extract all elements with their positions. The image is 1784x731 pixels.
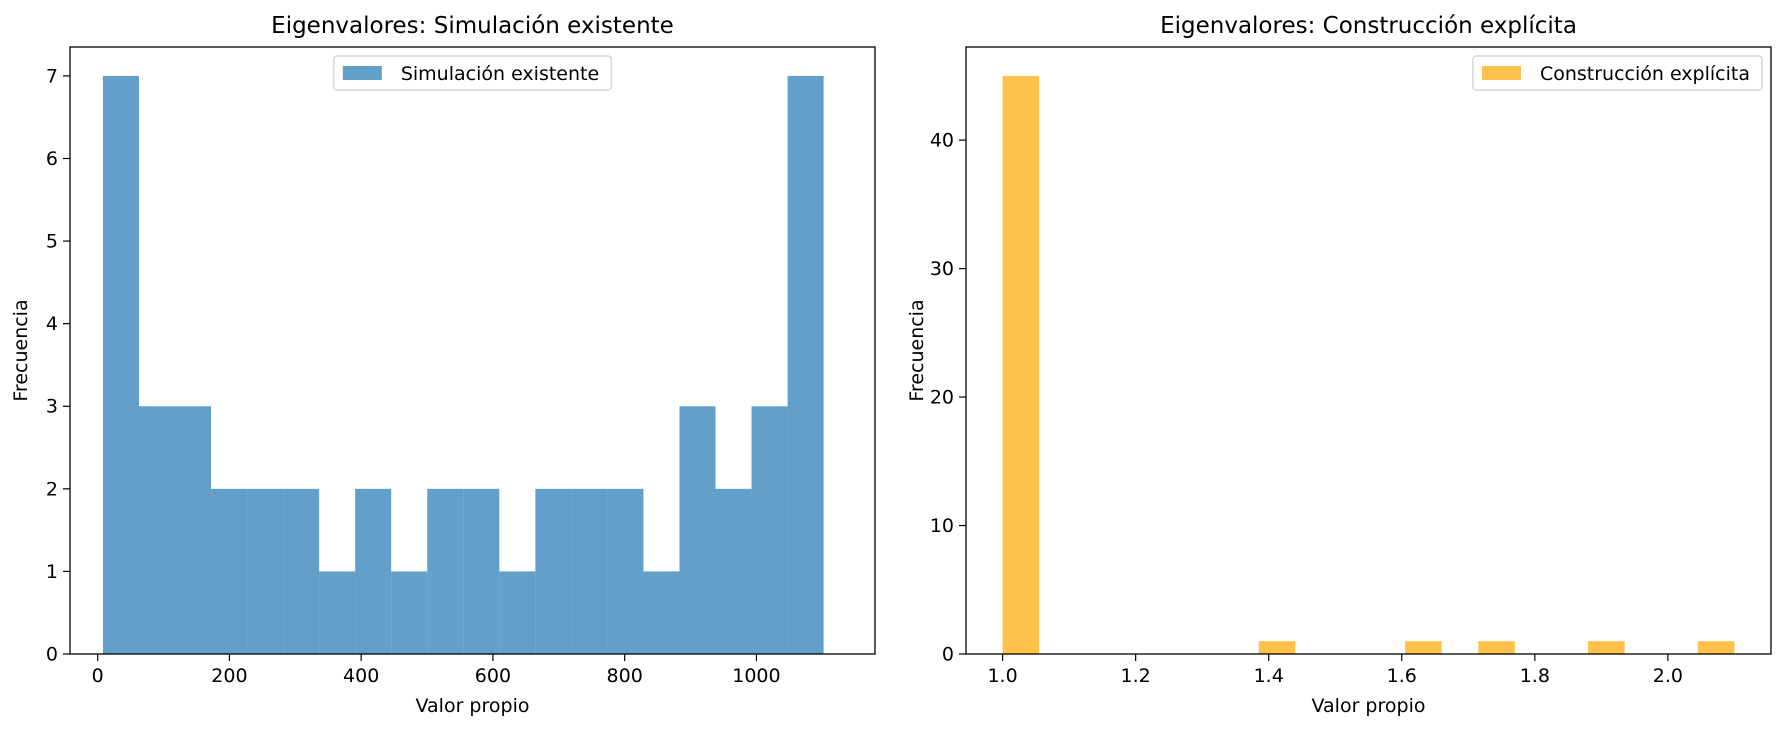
histogram-bar bbox=[787, 75, 824, 654]
histogram-bar bbox=[102, 75, 139, 654]
y-tick-label: 0 bbox=[942, 644, 954, 666]
y-tick-label: 7 bbox=[46, 65, 58, 87]
histogram-bar bbox=[319, 571, 356, 654]
histogram-bar bbox=[427, 488, 464, 654]
histogram-bar bbox=[715, 488, 752, 654]
y-tick-label: 40 bbox=[930, 130, 954, 152]
legend-label: Simulación existente bbox=[401, 63, 599, 85]
legend: Simulación existente bbox=[333, 55, 612, 91]
y-axis-label: Frecuencia bbox=[10, 299, 32, 401]
x-tick-label: 600 bbox=[475, 665, 511, 687]
histogram-bar bbox=[499, 571, 536, 654]
histogram-bar bbox=[211, 488, 248, 654]
x-tick-label: 1.6 bbox=[1387, 665, 1417, 687]
x-tick-label: 1.8 bbox=[1520, 665, 1550, 687]
y-tick-label: 4 bbox=[46, 313, 58, 335]
histogram-bar bbox=[463, 488, 500, 654]
chart-title: Eigenvalores: Construcción explícita bbox=[1160, 13, 1577, 39]
y-tick-label: 5 bbox=[46, 231, 58, 253]
y-tick-label: 20 bbox=[930, 387, 954, 409]
histogram-bar bbox=[1588, 641, 1625, 654]
chart-1: 0 200 400 600 800 1000 0 1 2 3 4 5 6 7 Eigenvalores: S… bbox=[10, 13, 876, 717]
x-tick-label: 800 bbox=[607, 665, 643, 687]
legend-swatch bbox=[342, 66, 382, 80]
histogram-bar bbox=[175, 406, 212, 654]
y-axis-label: Frecuencia bbox=[906, 299, 928, 401]
histogram-bar bbox=[535, 488, 572, 654]
x-axis-label: Valor propio bbox=[416, 695, 530, 717]
histogram-bar bbox=[571, 488, 608, 654]
y-tick-label: 6 bbox=[46, 148, 58, 170]
histogram-bar bbox=[679, 406, 716, 654]
legend: Construcción explícita bbox=[1472, 55, 1763, 91]
histogram-bar bbox=[1697, 641, 1735, 654]
histogram-bar bbox=[138, 406, 176, 654]
y-tick-label: 0 bbox=[46, 644, 58, 666]
histogram-bar bbox=[247, 488, 284, 654]
histogram-bar bbox=[355, 488, 392, 654]
x-tick-label: 1.4 bbox=[1254, 665, 1284, 687]
histogram-bar bbox=[283, 488, 320, 654]
legend-label: Construcción explícita bbox=[1540, 63, 1750, 85]
histogram-bar bbox=[1478, 641, 1515, 654]
y-tick-label: 2 bbox=[46, 478, 58, 500]
x-tick-label: 1.0 bbox=[987, 665, 1017, 687]
x-tick-label: 400 bbox=[343, 665, 379, 687]
x-axis-label: Valor propio bbox=[1312, 695, 1426, 717]
x-tick-label: 0 bbox=[92, 665, 104, 687]
histogram-bar bbox=[391, 571, 428, 654]
histogram-bar bbox=[1002, 75, 1040, 654]
legend-swatch bbox=[1481, 66, 1521, 80]
y-tick-label: 10 bbox=[930, 515, 954, 537]
histogram-bar bbox=[607, 488, 644, 654]
x-tick-label: 1000 bbox=[732, 665, 780, 687]
x-tick-label: 200 bbox=[211, 665, 247, 687]
plot-frame bbox=[965, 46, 1772, 655]
histogram-bar bbox=[1405, 641, 1442, 654]
y-tick-label: 1 bbox=[46, 561, 58, 583]
x-tick-label: 2.0 bbox=[1653, 665, 1683, 687]
y-tick-label: 3 bbox=[46, 396, 58, 418]
x-tick-label: 1.2 bbox=[1121, 665, 1151, 687]
histogram-bar bbox=[1258, 641, 1296, 654]
histogram-bar bbox=[751, 406, 788, 654]
plot-frame bbox=[69, 46, 876, 655]
histogram-bar bbox=[643, 571, 680, 654]
legend-frame bbox=[1472, 55, 1763, 91]
chart-title: Eigenvalores: Simulación existente bbox=[271, 13, 674, 39]
legend-frame bbox=[333, 55, 612, 91]
y-tick-label: 30 bbox=[930, 258, 954, 280]
chart-2: 1.0 1.2 1.4 1.6 1.8 2.0 0 10 20 30 40 Eigenvalores:… bbox=[906, 13, 1772, 717]
